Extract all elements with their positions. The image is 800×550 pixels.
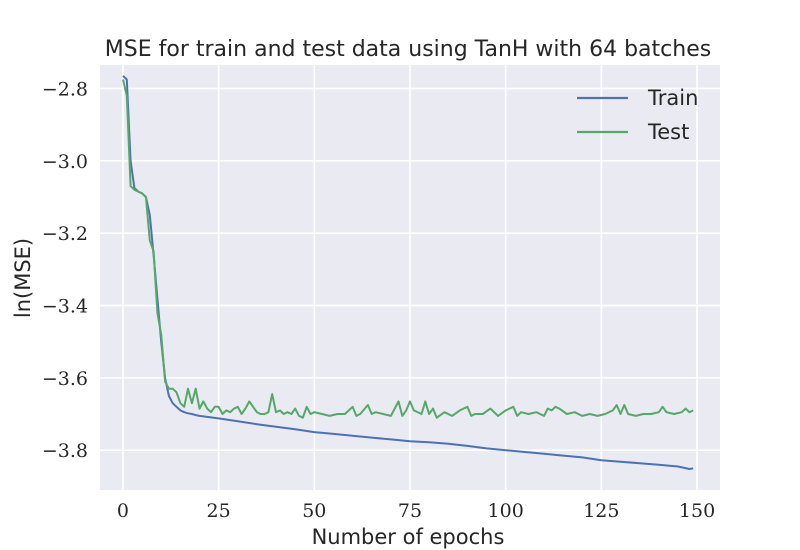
x-axis-label: Number of epochs	[312, 525, 505, 549]
y-tick-label: −2.8	[42, 79, 88, 101]
y-tick-label: −3.6	[42, 368, 88, 390]
y-tick-label: −3.2	[42, 223, 88, 245]
legend-label-train: Train	[647, 86, 698, 110]
x-tick-label: 50	[302, 500, 326, 522]
gridlines	[100, 65, 720, 490]
y-tick-label: −3.0	[42, 151, 88, 173]
series-layer	[122, 75, 694, 470]
y-tick-label: −3.4	[42, 296, 88, 318]
legend-label-test: Test	[647, 120, 689, 144]
chart-title: MSE for train and test data using TanH w…	[105, 37, 711, 62]
legend: Train Test	[577, 86, 698, 144]
x-tick-label: 25	[207, 500, 231, 522]
series-line-test	[122, 79, 694, 419]
x-tick-label: 100	[488, 500, 524, 522]
x-tick-labels: 0 25 50 75 100 125 150	[117, 500, 715, 522]
x-tick-label: 75	[398, 500, 422, 522]
x-tick-label: 150	[679, 500, 715, 522]
y-tick-label: −3.8	[42, 440, 88, 462]
y-axis-label: ln(MSE)	[11, 238, 35, 318]
x-tick-label: 0	[117, 500, 129, 522]
x-tick-label: 125	[583, 500, 619, 522]
y-tick-labels: −3.8 −3.6 −3.4 −3.2 −3.0 −2.8	[42, 79, 88, 463]
